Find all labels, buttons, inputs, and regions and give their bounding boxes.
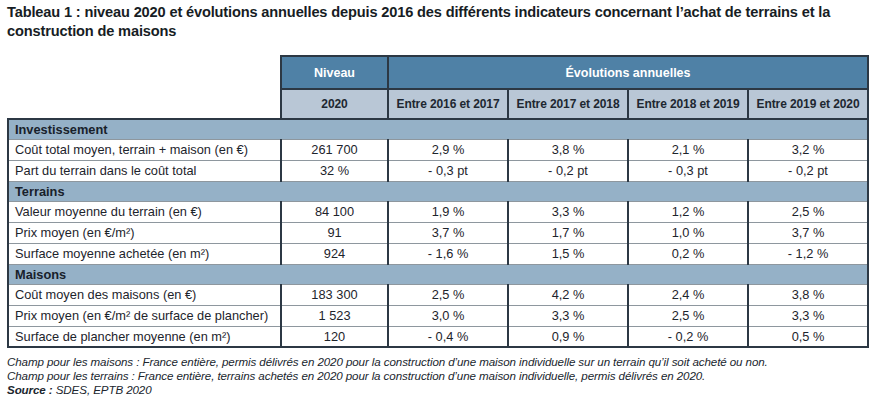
section-row-maisons: Maisons [8,264,868,284]
col-header-niveau: Niveau [281,56,388,89]
niveau-cell: 1 523 [281,305,388,326]
evolution-cell: 2,5 % [628,305,748,326]
evolution-cell: 0,5 % [748,326,868,347]
row-label: Coût moyen des maisons (en €) [8,284,281,305]
niveau-cell: 261 700 [281,139,388,160]
evolution-cell: 1,5 % [508,243,628,264]
table-body: Investissement Coût total moyen, terrain… [8,119,868,347]
evolution-cell: 3,7 % [748,222,868,243]
evolution-cell: 3,8 % [508,139,628,160]
col-header-period-2017-2018: Entre 2017 et 2018 [508,89,628,119]
evolution-cell: 2,1 % [628,139,748,160]
row-label: Surface moyenne achetée (en m²) [8,243,281,264]
niveau-cell: 84 100 [281,201,388,222]
evolution-cell: 1,0 % [628,222,748,243]
row-label: Prix moyen (en €/m²) [8,222,281,243]
evolution-cell: 1,2 % [628,201,748,222]
section-label: Investissement [8,119,868,139]
row-label: Surface de plancher moyenne (en m²) [8,326,281,347]
table-row: Surface moyenne achetée (en m²) 924 - 1,… [8,243,868,264]
footnotes: Champ pour les maisons : France entière,… [7,355,867,398]
niveau-cell: 120 [281,326,388,347]
evolution-cell: 3,0 % [388,305,508,326]
evolution-cell: 3,3 % [508,201,628,222]
evolution-cell: 2,4 % [628,284,748,305]
document-title: Tableau 1 : niveau 2020 et évolutions an… [7,3,865,41]
section-row-investissement: Investissement [8,119,868,139]
evolution-cell: 1,7 % [508,222,628,243]
header-spacer [8,56,281,89]
table-row: Prix moyen (en €/m² de surface de planch… [8,305,868,326]
evolution-cell: - 0,4 % [388,326,508,347]
col-header-period-2019-2020: Entre 2019 et 2020 [748,89,868,119]
table-row: Coût total moyen, terrain + maison (en €… [8,139,868,160]
section-label: Maisons [8,264,868,284]
evolution-cell: 3,2 % [748,139,868,160]
footnote-source: Source : SDES, EPTB 2020 [7,383,867,397]
col-header-period-2018-2019: Entre 2018 et 2019 [628,89,748,119]
evolution-cell: 4,2 % [508,284,628,305]
evolution-cell: - 0,3 pt [628,160,748,181]
evolution-cell: 1,9 % [388,201,508,222]
evolution-cell: - 0,2 pt [508,160,628,181]
indicators-table: Niveau Évolutions annuelles 2020 Entre 2… [7,55,869,348]
row-label: Part du terrain dans le coût total [8,160,281,181]
row-label: Valeur moyenne du terrain (en €) [8,201,281,222]
evolution-cell: 2,5 % [748,201,868,222]
evolution-cell: - 1,2 % [748,243,868,264]
table-row: Valeur moyenne du terrain (en €) 84 100 … [8,201,868,222]
evolution-cell: - 0,3 pt [388,160,508,181]
row-label: Prix moyen (en €/m² de surface de planch… [8,305,281,326]
table-row: Surface de plancher moyenne (en m²) 120 … [8,326,868,347]
section-row-terrains: Terrains [8,181,868,201]
niveau-cell: 924 [281,243,388,264]
evolution-cell: 3,7 % [388,222,508,243]
evolution-cell: 3,3 % [508,305,628,326]
header-spacer [8,89,281,119]
evolution-cell: - 0,2 % [628,326,748,347]
evolution-cell: 3,3 % [748,305,868,326]
table-row: Coût moyen des maisons (en €) 183 300 2,… [8,284,868,305]
evolution-cell: 0,9 % [508,326,628,347]
niveau-cell: 183 300 [281,284,388,305]
evolution-cell: 2,5 % [388,284,508,305]
footnote-champ-maisons: Champ pour les maisons : France entière,… [7,355,867,369]
row-label: Coût total moyen, terrain + maison (en €… [8,139,281,160]
niveau-cell: 32 % [281,160,388,181]
table-row: Prix moyen (en €/m²) 91 3,7 % 1,7 % 1,0 … [8,222,868,243]
source-label: Source : [7,383,53,396]
evolution-cell: 3,8 % [748,284,868,305]
evolution-cell: 2,9 % [388,139,508,160]
evolution-cell: - 1,6 % [388,243,508,264]
evolution-cell: - 0,2 pt [748,160,868,181]
section-label: Terrains [8,181,868,201]
footnote-champ-terrains: Champ pour les terrains : France entière… [7,369,867,383]
source-value: SDES, EPTB 2020 [56,383,152,396]
evolution-cell: 0,2 % [628,243,748,264]
table-row: Part du terrain dans le coût total 32 % … [8,160,868,181]
col-header-period-2016-2017: Entre 2016 et 2017 [388,89,508,119]
col-header-evolutions-annuelles: Évolutions annuelles [388,56,868,89]
col-header-year-2020: 2020 [281,89,388,119]
table-header: Niveau Évolutions annuelles 2020 Entre 2… [8,56,868,119]
niveau-cell: 91 [281,222,388,243]
